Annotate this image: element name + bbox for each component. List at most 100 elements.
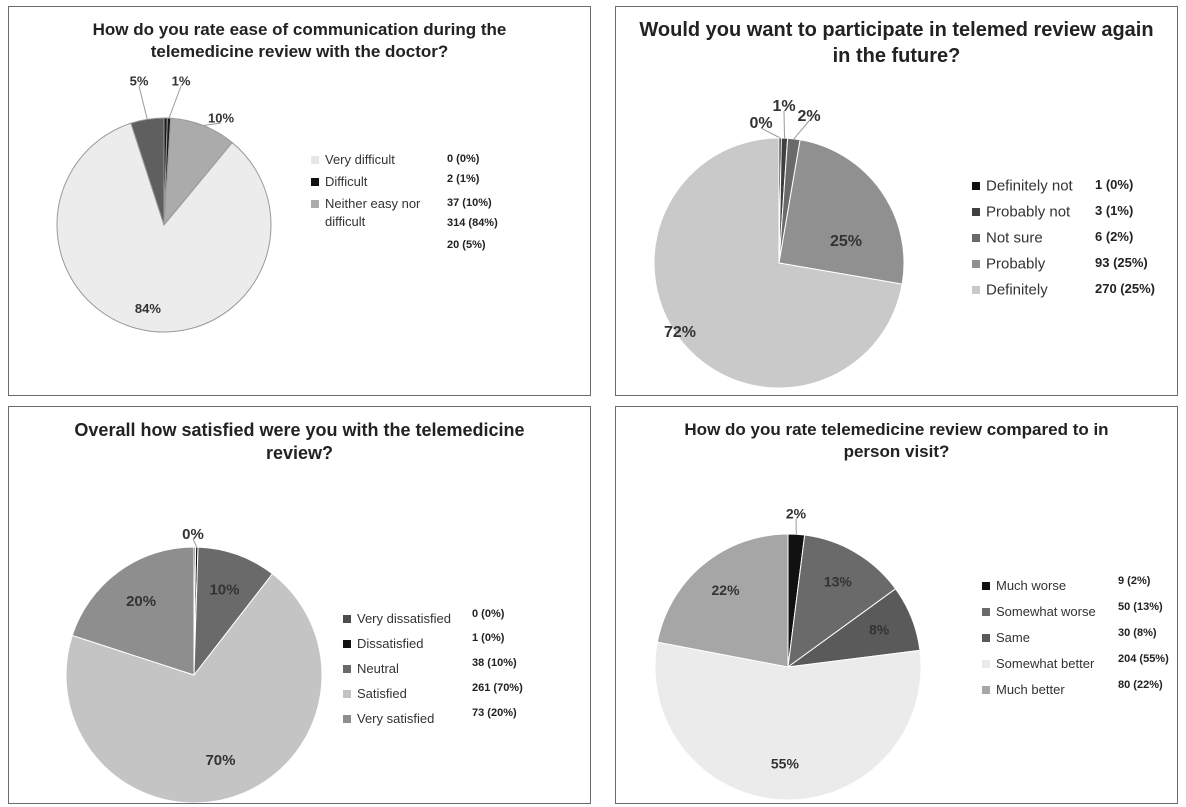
count-value: 3 (1%): [1095, 203, 1134, 218]
chart-title: Would you want to participate in telemed…: [639, 19, 1154, 67]
count-value: 30 (8%): [1118, 627, 1157, 639]
count-value: 314 (84%): [447, 217, 498, 229]
legend-swatch: [972, 234, 980, 243]
chart-panel-communication: How do you rate ease of communication du…: [8, 6, 591, 396]
count-value: 80 (22%): [1118, 679, 1163, 691]
slice-percent-label: 72%: [664, 324, 696, 341]
legend-label: Very dissatisfied: [357, 611, 451, 627]
count-value: 6 (2%): [1095, 229, 1134, 244]
legend-swatch: [343, 689, 351, 698]
leader-line: [192, 538, 198, 548]
pie-slice-neutral: [193, 546, 274, 677]
pie-chart: 1% 10% 84% 5%: [56, 73, 272, 333]
chart-title: Overall how satisfied were you with the …: [74, 420, 525, 464]
pie-chart: 2% 13% 8% 55% 22%: [654, 506, 922, 801]
legend-item: Somewhat better: [982, 655, 1094, 671]
count-value: 73 (20%): [472, 707, 517, 719]
legend-swatch: [311, 199, 319, 208]
pie-slice-easy: [56, 122, 272, 333]
slice-percent-label: 0%: [749, 115, 772, 132]
legend-label: Satisfied: [357, 686, 407, 702]
leader-line: [793, 120, 810, 140]
legend-item: Very satisfied: [343, 710, 434, 726]
slice-percent-label: 84%: [135, 301, 161, 316]
pie-chart: 0%1%2% 25% 72%: [653, 98, 905, 389]
legend-item: Not sure: [972, 229, 1043, 247]
pie-slice-definitely: [653, 137, 903, 389]
pie-slice-satisfied: [65, 573, 323, 803]
slice-percent-label: 1%: [172, 73, 191, 88]
legend-swatch: [343, 714, 351, 723]
pie-slice-very-satisfied: [71, 546, 195, 676]
legend-item: Somewhat worse: [982, 603, 1096, 619]
slice-percent-label: 8%: [869, 622, 890, 638]
chart-title: How do you rate ease of communication du…: [92, 20, 507, 62]
legend-swatch: [972, 182, 980, 191]
legend-swatch: [343, 639, 351, 648]
count-value: 9 (2%): [1118, 575, 1151, 587]
legend-swatch: [982, 581, 990, 590]
legend-swatch: [982, 633, 990, 642]
legend-label: Same: [996, 630, 1030, 646]
count-value: 50 (13%): [1118, 601, 1163, 613]
slice-percent-label: 25%: [830, 233, 862, 250]
legend-item: Definitely: [972, 281, 1048, 299]
legend-swatch: [982, 607, 990, 616]
slice-percent-label: 1%: [772, 98, 795, 115]
slice-percent-label: 22%: [712, 582, 741, 598]
legend-label: Much worse: [996, 578, 1067, 594]
legend-swatch: [972, 260, 980, 269]
count-value: 38 (10%): [472, 657, 517, 669]
legend-label: Definitely not: [986, 177, 1073, 195]
count-value: 270 (25%): [1095, 281, 1155, 296]
legend-label: Not sure: [986, 229, 1043, 247]
legend-label: Very difficult: [325, 152, 395, 168]
pie-slice-somewhat-worse: [787, 534, 897, 669]
count-value: 20 (5%): [447, 239, 486, 251]
legend-item: Same: [982, 629, 1030, 645]
legend-label: Somewhat worse: [996, 604, 1096, 620]
slice-percent-label: 5%: [130, 73, 149, 88]
chart-panel-satisfaction: Overall how satisfied were you with the …: [8, 406, 591, 804]
slice-percent-label: 10%: [209, 581, 239, 598]
legend-label: Much better: [996, 682, 1065, 698]
chart-panel-participate-again: Would you want to participate in telemed…: [615, 6, 1178, 396]
leader-line: [760, 127, 781, 139]
legend-label: Somewhat better: [996, 656, 1095, 672]
legend-label: Probably: [986, 255, 1046, 273]
count-value: 1 (0%): [1095, 177, 1134, 192]
pie-slice-probably: [778, 139, 905, 285]
legend-item: Very dissatisfied: [343, 610, 451, 626]
slice-percent-label: 13%: [824, 573, 853, 589]
chart-title: How do you rate telemedicine review comp…: [684, 420, 1109, 462]
legend-label: Difficult: [325, 174, 368, 190]
count-value: 37 (10%): [447, 197, 492, 209]
legend-swatch: [972, 286, 980, 295]
legend-item: Much worse: [982, 577, 1066, 593]
legend-item: Satisfied: [343, 685, 407, 701]
leader-line: [203, 122, 222, 127]
count-value: 261 (70%): [472, 682, 523, 694]
count-value: 1 (0%): [472, 632, 505, 644]
legend-label: Definitely: [986, 281, 1048, 299]
legend-label: Dissatisfied: [357, 636, 424, 652]
slice-percent-label: 2%: [786, 506, 807, 522]
legend-item: Definitely not: [972, 177, 1073, 195]
slice-percent-label: 70%: [205, 752, 235, 769]
legend-swatch: [343, 664, 351, 673]
slice-percent-label: 2%: [797, 108, 820, 125]
legend-swatch: [343, 614, 351, 623]
pie-slice-somewhat-better: [654, 641, 922, 801]
legend-label: Neutral: [357, 661, 399, 677]
legend-swatch: [311, 177, 319, 186]
count-value: 93 (25%): [1095, 255, 1148, 270]
legend-item: Probably not: [972, 203, 1070, 221]
legend-label: Probably not: [986, 203, 1071, 221]
legend-swatch: [311, 155, 319, 164]
leader-line: [138, 85, 148, 120]
count-value: 0 (0%): [447, 153, 480, 165]
legend-item: Dissatisfied: [343, 635, 423, 651]
count-value: 2 (1%): [447, 173, 480, 185]
legend-item: Neutral: [343, 660, 399, 676]
slice-percent-label: 0%: [182, 526, 204, 543]
